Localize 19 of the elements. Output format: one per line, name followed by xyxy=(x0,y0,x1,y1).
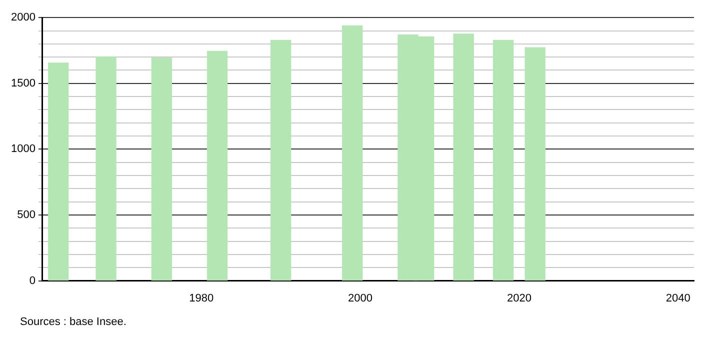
x-tick-label: 2000 xyxy=(348,292,373,304)
bar xyxy=(151,58,172,281)
x-tick-label: 1980 xyxy=(189,292,214,304)
bar xyxy=(524,47,546,281)
y-tick-label: 1500 xyxy=(10,77,36,90)
bar xyxy=(270,40,292,281)
bar xyxy=(342,25,363,281)
x-tick-label: 2020 xyxy=(506,292,532,304)
y-tick-label: 500 xyxy=(17,209,36,222)
y-tick-label: 0 xyxy=(29,274,36,287)
y-tick-label: 2000 xyxy=(10,12,36,24)
bar xyxy=(96,56,116,281)
bar xyxy=(492,40,514,281)
x-tick-label: 2040 xyxy=(666,292,690,304)
y-tick-label: 1000 xyxy=(10,143,36,156)
bar xyxy=(206,50,228,281)
bar xyxy=(453,34,474,281)
bar xyxy=(48,62,69,281)
source-note: Sources : base Insee. xyxy=(20,316,128,328)
